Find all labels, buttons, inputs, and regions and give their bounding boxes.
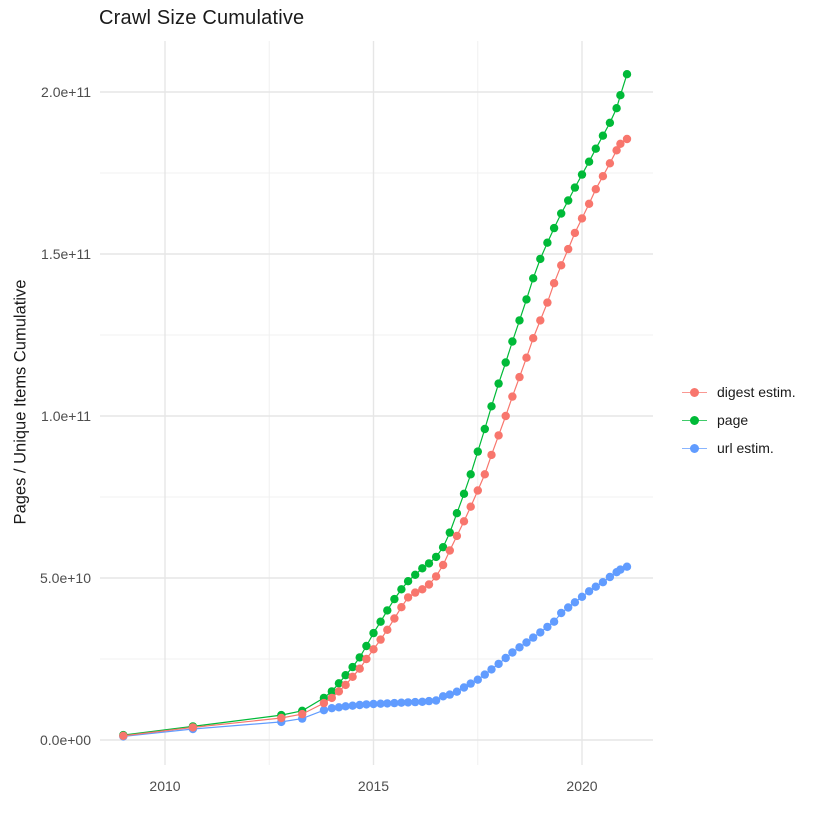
legend-key-point-icon	[682, 387, 707, 397]
legend-label: url estim.	[717, 440, 774, 456]
y-tick-label: 0.0e+00	[40, 732, 91, 748]
y-tick-label: 1.5e+11	[41, 246, 91, 262]
legend: digest estim. page url estim.	[682, 378, 796, 462]
series-digest-estim	[119, 134, 632, 740]
page-title: Crawl Size Cumulative	[99, 7, 305, 29]
x-tick-label: 2015	[358, 778, 389, 794]
y-tick-label: 1.0e+11	[41, 408, 91, 424]
legend-item-digest-estim: digest estim.	[682, 378, 796, 406]
y-axis-title: Pages / Unique Items Cumulative	[11, 279, 30, 525]
legend-item-page: page	[682, 406, 796, 434]
grid-major	[100, 41, 653, 765]
y-tick-label: 2.0e+11	[41, 84, 91, 100]
y-tick-label: 5.0e+10	[40, 570, 91, 586]
legend-key-point-icon	[682, 443, 707, 453]
grid-minor	[100, 41, 653, 765]
axis-tick-labels: 0.0e+00 5.0e+10 1.0e+11 1.5e+11 2.0e+11 2010 2…	[40, 84, 598, 794]
legend-label: digest estim.	[717, 384, 796, 400]
legend-key-point-icon	[682, 415, 707, 425]
x-tick-label: 2010	[149, 778, 180, 794]
series-page	[119, 70, 632, 740]
legend-label: page	[717, 412, 749, 428]
legend-item-url-estim: url estim.	[682, 434, 796, 462]
x-tick-label: 2020	[566, 778, 597, 794]
